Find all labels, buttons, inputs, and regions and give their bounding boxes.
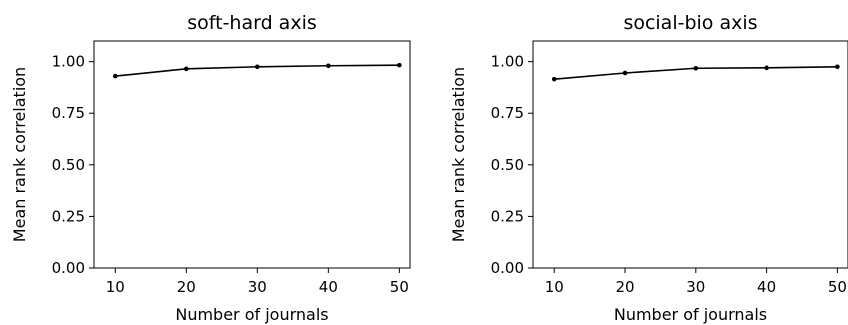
x-tick-label: 30 bbox=[248, 278, 267, 296]
y-tick-label: 0.25 bbox=[491, 207, 524, 225]
y-tick-label: 1.00 bbox=[52, 53, 85, 71]
chart-panel-2: social-bio axis 0.00 0.25 0.50 0.75 1.00 10 20 3… bbox=[449, 12, 848, 324]
data-point bbox=[835, 64, 840, 69]
data-point bbox=[552, 77, 557, 82]
data-point bbox=[255, 64, 260, 69]
y-axis-label: Mean rank correlation bbox=[10, 67, 29, 242]
x-tick-label: 10 bbox=[545, 278, 564, 296]
x-tick-label: 50 bbox=[390, 278, 409, 296]
x-tick-label: 50 bbox=[828, 278, 847, 296]
chart-panel-1: soft-hard axis 0.00 0.25 0.50 0.75 1.00 10 20 30… bbox=[10, 12, 410, 324]
data-point bbox=[326, 63, 331, 68]
y-tick-label: 1.00 bbox=[491, 53, 524, 71]
plot-frame bbox=[533, 41, 848, 268]
y-tick-label: 0.50 bbox=[52, 156, 85, 174]
y-tick-label: 0.75 bbox=[491, 104, 524, 122]
x-tick-label: 40 bbox=[319, 278, 338, 296]
x-tick-label: 20 bbox=[615, 278, 634, 296]
y-tick-label: 0.75 bbox=[52, 104, 85, 122]
y-tick-label: 0.00 bbox=[491, 259, 524, 277]
x-tick-label: 10 bbox=[106, 278, 125, 296]
data-point bbox=[623, 71, 628, 76]
data-point bbox=[694, 66, 699, 71]
x-axis-label: Number of journals bbox=[614, 305, 767, 324]
y-axis-label: Mean rank correlation bbox=[449, 67, 468, 242]
chart-title: soft-hard axis bbox=[187, 12, 317, 34]
data-point bbox=[184, 67, 189, 72]
x-tick-label: 30 bbox=[686, 278, 705, 296]
y-tick-label: 0.00 bbox=[52, 259, 85, 277]
y-tick-label: 0.25 bbox=[52, 207, 85, 225]
plot-frame bbox=[94, 41, 410, 268]
data-point bbox=[397, 63, 402, 68]
chart-title: social-bio axis bbox=[623, 12, 757, 34]
x-axis-label: Number of journals bbox=[175, 305, 328, 324]
y-tick-label: 0.50 bbox=[491, 156, 524, 174]
data-point bbox=[764, 66, 769, 71]
data-point bbox=[113, 74, 118, 79]
x-tick-label: 20 bbox=[177, 278, 196, 296]
x-tick-label: 40 bbox=[757, 278, 776, 296]
